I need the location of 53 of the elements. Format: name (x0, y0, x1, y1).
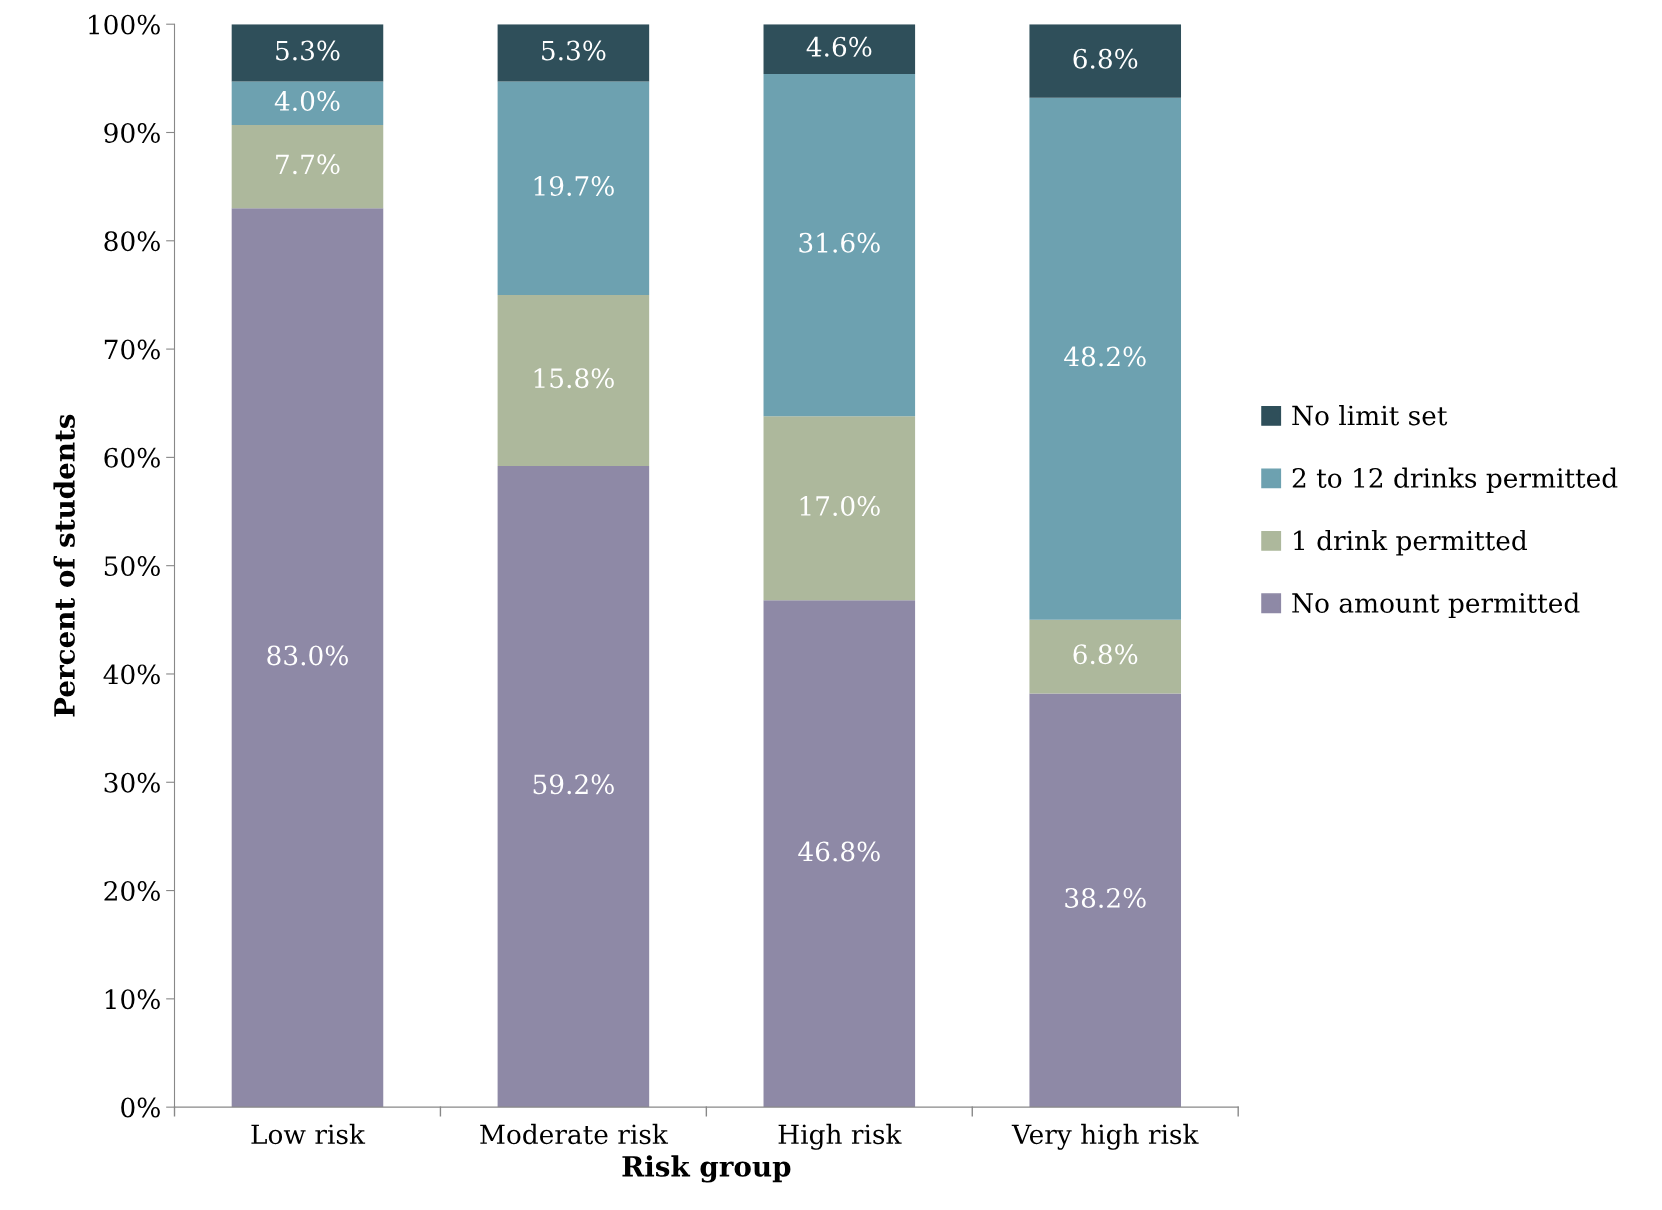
bar (231, 208, 384, 1108)
y-tick-label: 10% (105, 989, 160, 1010)
bar (497, 81, 650, 295)
bar (1029, 97, 1182, 620)
x-tick-label: Moderate risk (480, 1123, 669, 1145)
bar (231, 124, 384, 209)
bar (497, 24, 650, 82)
data-label: 5.3% (542, 40, 606, 61)
bar (1029, 619, 1182, 694)
y-tick-label: 90% (104, 122, 160, 143)
x-axis-title: Risk group (622, 1155, 791, 1183)
y-tick-label: 100% (89, 14, 160, 35)
data-label: 83.0% (267, 645, 348, 666)
y-tick-label: 70% (104, 339, 160, 360)
y-tick-label: 80% (104, 231, 160, 252)
data-label: 31.6% (799, 232, 880, 253)
data-label: 15.8% (534, 368, 614, 389)
legend-label: No limit set (1292, 405, 1448, 426)
legend-label: 1 drink permitted (1294, 530, 1527, 556)
bar (497, 294, 650, 467)
x-tick-label: High risk (778, 1123, 902, 1150)
data-label: 59.2% (533, 774, 614, 795)
data-label: 5.3% (276, 40, 340, 61)
data-label: 6.8% (1073, 644, 1138, 665)
data-label: 4.6% (806, 36, 872, 57)
data-label: 4.0% (274, 90, 340, 111)
x-tick-label: Very high risk (1011, 1123, 1199, 1150)
data-label: 7.7% (276, 154, 340, 175)
data-label: 38.2% (1065, 888, 1146, 908)
y-tick-label: 20% (104, 881, 160, 901)
data-label: 48.2% (1064, 346, 1146, 367)
y-axis-title: Percent of students (53, 414, 75, 717)
data-label: 6.8% (1073, 48, 1138, 69)
bar (763, 416, 916, 601)
legend-label: No amount permitted (1292, 592, 1580, 619)
bar (763, 600, 916, 1108)
y-tick-label: 30% (104, 772, 160, 793)
bar (1029, 693, 1182, 1108)
x-tick-label: Low risk (251, 1123, 366, 1145)
bar (763, 74, 916, 417)
y-tick-label: 60% (104, 447, 160, 468)
bar (1029, 24, 1182, 98)
bar (497, 466, 650, 1108)
bar (763, 24, 916, 75)
data-label: 46.8% (798, 841, 880, 862)
bar (231, 81, 384, 125)
bar (231, 24, 384, 82)
y-tick-label: 40% (103, 664, 160, 685)
data-label: 19.7% (534, 175, 614, 196)
data-label: 17.0% (800, 495, 880, 516)
y-tick-label: 50% (104, 556, 160, 577)
legend-label: 2 to 12 drinks permitted (1292, 467, 1618, 494)
y-tick-label: 0% (121, 1097, 160, 1118)
